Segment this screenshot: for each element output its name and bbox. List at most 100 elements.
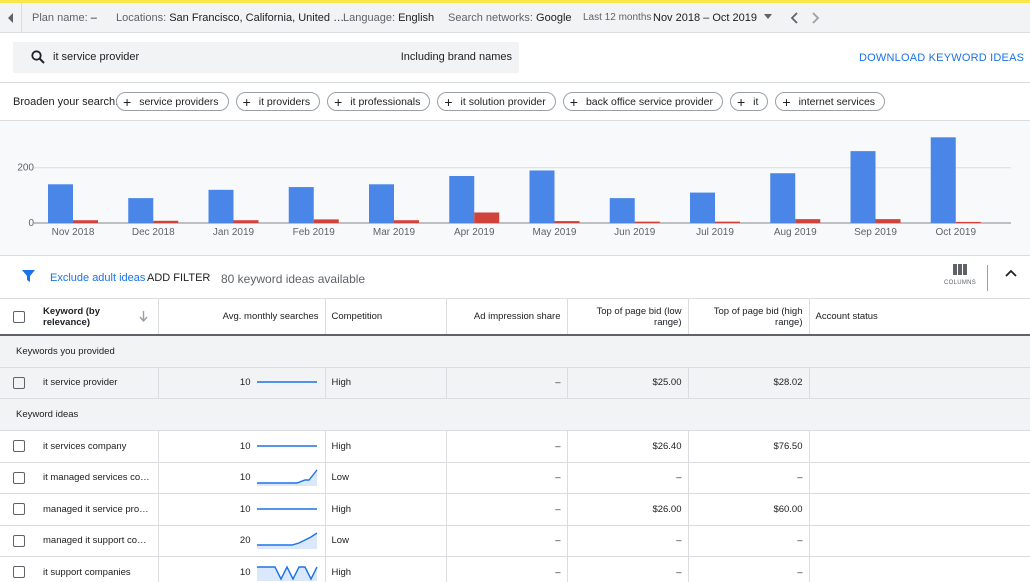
bar-series-2[interactable]: [715, 221, 740, 223]
row-checkbox[interactable]: [12, 440, 25, 453]
account-status-cell: [809, 556, 1030, 582]
table-row[interactable]: managed it service provi… 10 High – $26.00 $6…: [0, 493, 1030, 526]
row-checkbox[interactable]: [12, 534, 25, 547]
bar-series-1[interactable]: [369, 184, 394, 223]
bid-high-header[interactable]: Top of page bid (high range): [688, 299, 810, 336]
searches-value: 10: [239, 566, 251, 578]
keyword-search-box[interactable]: it service provider Including brand name…: [13, 42, 519, 73]
bar-series-2[interactable]: [955, 221, 981, 223]
dropdown-caret-icon[interactable]: [764, 14, 772, 19]
bar-series-1[interactable]: [850, 151, 876, 223]
competition-header[interactable]: Competition: [325, 299, 447, 336]
bar-series-1[interactable]: [449, 176, 475, 223]
columns-button[interactable]: COLUMNS: [944, 264, 976, 286]
table-header-row: Keyword (by relevance) Avg. monthly sear…: [0, 299, 1030, 336]
bar-series-2[interactable]: [554, 221, 580, 223]
locations[interactable]: Locations: San Francisco, California, Un…: [116, 12, 345, 24]
plan-name[interactable]: Plan name: –: [32, 12, 97, 24]
row-checkbox[interactable]: [12, 566, 25, 579]
searches-value: 10: [239, 440, 251, 452]
download-keyword-ideas-button[interactable]: DOWNLOAD KEYWORD IDEAS: [859, 52, 1025, 64]
bar-series-2[interactable]: [313, 219, 339, 223]
x-tick-label: Jan 2019: [213, 227, 255, 238]
bid-high-cell: $28.02: [688, 367, 810, 399]
chevron-up-icon[interactable]: [1005, 269, 1017, 277]
trend-sparkline[interactable]: [256, 564, 319, 581]
competition-cell: Low: [325, 462, 447, 494]
bar-series-1[interactable]: [609, 198, 635, 223]
impression-share-cell: –: [446, 430, 568, 463]
plus-icon: +: [569, 93, 578, 110]
plus-icon: +: [334, 93, 343, 110]
bar-series-2[interactable]: [394, 220, 419, 223]
broaden-chip[interactable]: + service providers: [116, 92, 229, 111]
competition-cell: High: [325, 556, 447, 582]
trend-sparkline[interactable]: [256, 374, 319, 391]
bar-series-2[interactable]: [233, 220, 259, 223]
keyword-column-header[interactable]: Keyword (by relevance): [37, 299, 159, 336]
bar-series-1[interactable]: [208, 189, 234, 223]
broaden-chip[interactable]: + internet services: [775, 92, 886, 111]
sort-arrow-down-icon[interactable]: [138, 311, 148, 322]
broaden-chip[interactable]: + it: [729, 92, 769, 111]
bar-series-2[interactable]: [474, 212, 500, 223]
trend-sparkline[interactable]: [256, 469, 319, 487]
next-range-icon[interactable]: [812, 12, 820, 24]
search-networks[interactable]: Search networks: Google: [448, 12, 572, 24]
filter-icon[interactable]: [22, 270, 35, 283]
bar-series-1[interactable]: [930, 137, 956, 223]
bar-series-1[interactable]: [48, 184, 73, 223]
exclude-adult-ideas-filter[interactable]: Exclude adult ideas: [50, 272, 146, 284]
table-row[interactable]: managed it support com… 20 Low – – –: [0, 525, 1030, 557]
back-button[interactable]: [0, 3, 22, 33]
broaden-chip[interactable]: + back office service provider: [562, 92, 723, 111]
select-all-checkbox[interactable]: [12, 310, 25, 323]
bar-series-1[interactable]: [690, 192, 715, 223]
bar-series-1[interactable]: [128, 198, 154, 223]
columns-icon: [953, 264, 967, 275]
x-tick-label: Nov 2018: [52, 227, 95, 238]
trend-sparkline[interactable]: [256, 532, 319, 550]
broaden-chip-label: internet services: [798, 95, 876, 108]
x-tick-label: Aug 2019: [774, 227, 817, 238]
row-checkbox[interactable]: [12, 376, 25, 389]
add-filter-button[interactable]: ADD FILTER: [147, 272, 211, 284]
row-checkbox[interactable]: [12, 471, 25, 484]
bid-low-cell: $25.00: [567, 367, 689, 399]
bar-series-1[interactable]: [288, 187, 314, 223]
search-volume-chart: 0 200 Nov 2018 Dec 2018 Jan 2019 Feb 2019 Mar …: [0, 120, 1030, 255]
language[interactable]: Language: English: [343, 12, 435, 24]
table-row[interactable]: it managed services co… 10 Low – – –: [0, 462, 1030, 494]
avg-monthly-searches-header[interactable]: Avg. monthly searches: [158, 299, 326, 336]
trend-sparkline[interactable]: [256, 501, 319, 518]
table-row[interactable]: it support companies 10 High – – –: [0, 556, 1030, 582]
bar-series-1[interactable]: [770, 173, 796, 223]
bar-series-2[interactable]: [875, 219, 901, 223]
searches-cell: 10: [158, 556, 326, 582]
search-query[interactable]: it service provider: [53, 51, 140, 63]
impression-share-cell: –: [446, 367, 568, 399]
ad-impression-share-header[interactable]: Ad impression share: [446, 299, 568, 336]
divider: [987, 265, 988, 291]
brand-names-toggle[interactable]: Including brand names: [400, 51, 512, 63]
table-row[interactable]: it service provider 10 High – $25.00 $28.02: [0, 367, 1030, 399]
bar-series-2[interactable]: [634, 221, 660, 223]
broaden-chip-label: it providers: [258, 95, 311, 108]
trend-sparkline[interactable]: [256, 438, 319, 455]
account-status-header[interactable]: Account status: [809, 299, 1030, 336]
broaden-chip[interactable]: + it providers: [235, 92, 321, 111]
group-label: Keyword ideas: [0, 398, 1030, 431]
broaden-chip[interactable]: + it solution provider: [437, 92, 556, 111]
previous-range-icon[interactable]: [790, 12, 798, 24]
account-status-cell: [809, 493, 1030, 526]
bar-series-1[interactable]: [529, 170, 555, 223]
bar-series-2[interactable]: [73, 220, 98, 223]
date-range-select[interactable]: Nov 2018 – Oct 2019: [653, 12, 757, 24]
table-row[interactable]: it services company 10 High – $26.40 $76.50: [0, 430, 1030, 463]
row-checkbox[interactable]: [12, 503, 25, 516]
bid-low-header[interactable]: Top of page bid (low range): [567, 299, 689, 336]
keyword-table: Keyword (by relevance) Avg. monthly sear…: [0, 299, 1030, 582]
broaden-chip[interactable]: + it professionals: [327, 92, 431, 111]
bar-series-2[interactable]: [153, 220, 179, 223]
bar-series-2[interactable]: [795, 219, 821, 223]
